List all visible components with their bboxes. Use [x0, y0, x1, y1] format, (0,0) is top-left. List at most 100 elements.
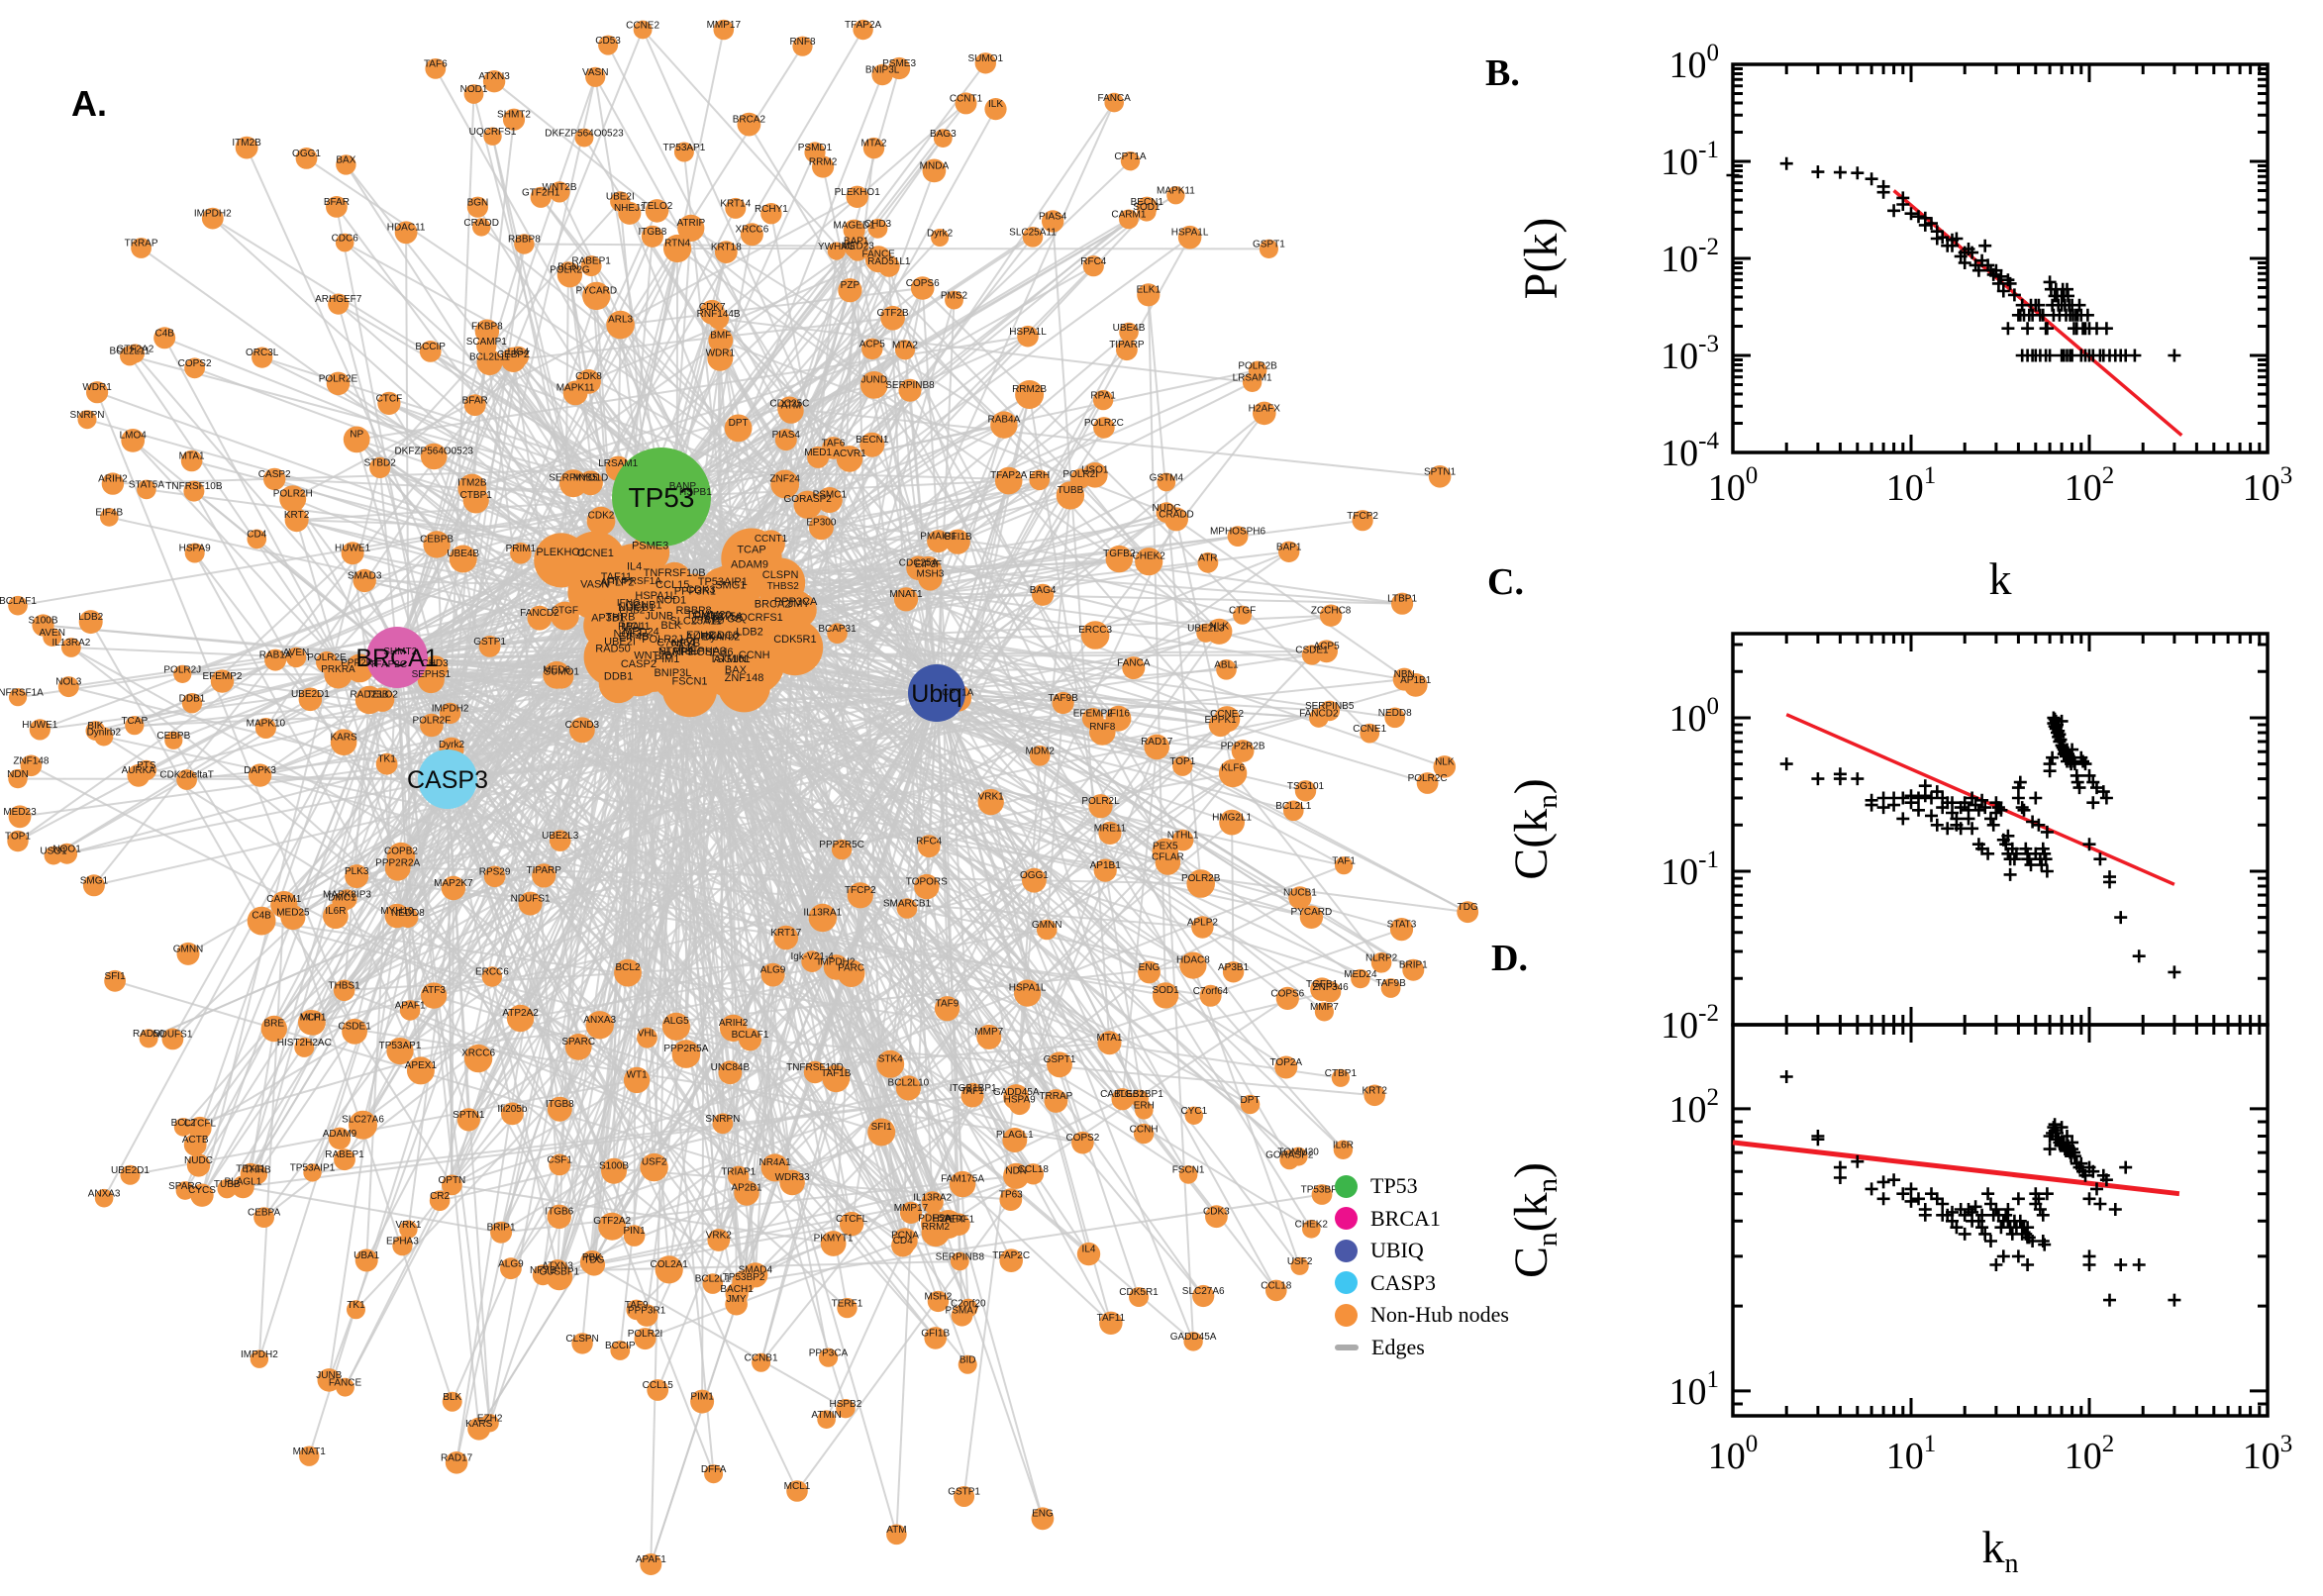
svg-text:TAF6: TAF6 [424, 59, 448, 70]
svg-text:CD53: CD53 [595, 36, 621, 47]
svg-text:ELK1: ELK1 [1137, 285, 1162, 296]
svg-text:10-2: 10-2 [1661, 1000, 1719, 1047]
svg-text:SEPHS1: SEPHS1 [412, 669, 452, 680]
svg-text:BCL2L1: BCL2L1 [695, 1274, 732, 1285]
svg-text:PIM1: PIM1 [655, 653, 680, 665]
svg-text:POLR2E: POLR2E [307, 652, 347, 663]
svg-text:ATXN3: ATXN3 [478, 71, 510, 82]
svg-text:SMAD3: SMAD3 [348, 570, 382, 581]
svg-text:H2AFX: H2AFX [1249, 403, 1281, 414]
svg-text:FANCD2: FANCD2 [520, 608, 559, 619]
svg-text:OGG1: OGG1 [292, 149, 321, 159]
svg-text:POLR2C: POLR2C [1084, 418, 1124, 429]
svg-text:NDUFS1: NDUFS1 [511, 893, 551, 904]
svg-text:10-3: 10-3 [1661, 331, 1719, 377]
svg-text:100: 100 [1708, 462, 1759, 509]
svg-text:SLC25A11: SLC25A11 [669, 616, 721, 628]
svg-text:TSG101: TSG101 [1287, 781, 1325, 792]
svg-text:TFCP2: TFCP2 [845, 885, 876, 896]
svg-text:TNFRSF10D: TNFRSF10D [786, 1062, 844, 1073]
scatter-points [1726, 156, 2181, 362]
svg-text:PPP2R2A: PPP2R2A [375, 857, 420, 868]
svg-text:IMPDH2: IMPDH2 [818, 957, 856, 968]
svg-text:RRM2: RRM2 [809, 157, 838, 168]
svg-text:SLC27A6: SLC27A6 [342, 1115, 384, 1126]
svg-text:CEBPA: CEBPA [248, 1208, 280, 1219]
svg-text:CRADD: CRADD [463, 218, 499, 229]
svg-text:MMP17: MMP17 [707, 20, 742, 31]
svg-text:CDC6: CDC6 [332, 233, 359, 244]
svg-text:UQCRFS1: UQCRFS1 [731, 612, 783, 624]
svg-text:NR4A1: NR4A1 [758, 1157, 791, 1168]
svg-text:WDR1: WDR1 [706, 349, 736, 359]
svg-text:TCAP: TCAP [121, 716, 148, 727]
svg-text:BCLAF1: BCLAF1 [0, 596, 37, 607]
svg-text:NTHL1: NTHL1 [1167, 831, 1199, 842]
svg-text:CTBP2: CTBP2 [691, 615, 724, 626]
svg-text:BLK: BLK [660, 620, 681, 632]
svg-text:MNAT1: MNAT1 [293, 1446, 327, 1457]
svg-text:CDK8: CDK8 [575, 371, 602, 382]
svg-text:101: 101 [1886, 1431, 1937, 1477]
svg-text:S100B: S100B [599, 1161, 629, 1172]
svg-text:BCL2L11: BCL2L11 [469, 352, 510, 363]
svg-text:PSME3: PSME3 [632, 540, 668, 551]
svg-text:HMG2L1: HMG2L1 [1212, 812, 1252, 823]
svg-text:RFC4: RFC4 [1080, 256, 1107, 267]
svg-text:BRIP1: BRIP1 [1399, 960, 1428, 971]
svg-text:TNFRSF1A: TNFRSF1A [610, 576, 661, 587]
svg-text:UNC84B: UNC84B [711, 1062, 751, 1073]
svg-text:BFAR: BFAR [324, 197, 350, 208]
svg-text:BAG4: BAG4 [1030, 585, 1057, 596]
svg-text:NLRP2: NLRP2 [658, 646, 693, 657]
svg-text:CCL15: CCL15 [643, 1380, 674, 1391]
svg-text:RPA1: RPA1 [1090, 390, 1116, 401]
svg-text:RABEP1: RABEP1 [325, 1149, 364, 1160]
svg-text:CTBP1: CTBP1 [460, 490, 493, 501]
svg-text:UBE2D1: UBE2D1 [291, 689, 330, 700]
svg-text:RAB1A: RAB1A [259, 650, 292, 661]
svg-text:PPP2R4: PPP2R4 [341, 657, 379, 668]
svg-text:TFAP2C: TFAP2C [369, 659, 407, 670]
svg-text:TOP1: TOP1 [1169, 756, 1195, 767]
hub-label-Ubiq: Ubiq [911, 680, 961, 708]
svg-text:FANCA: FANCA [1098, 93, 1132, 104]
svg-text:IL6R: IL6R [1333, 1141, 1354, 1151]
svg-text:BID: BID [960, 1355, 976, 1366]
svg-text:ITM2B: ITM2B [457, 477, 487, 488]
svg-text:SPTN1: SPTN1 [1424, 466, 1457, 477]
svg-text:GORASP2: GORASP2 [784, 494, 833, 505]
svg-text:APLP2: APLP2 [600, 576, 634, 588]
svg-text:ALG9: ALG9 [498, 1258, 524, 1269]
svg-text:DKFZP564O0523: DKFZP564O0523 [394, 447, 473, 457]
svg-text:TFCP2: TFCP2 [1347, 511, 1378, 522]
svg-text:BNIP3L: BNIP3L [865, 65, 900, 76]
svg-text:SPTN1: SPTN1 [453, 1110, 485, 1121]
legend-label: UBIQ [1370, 1238, 1424, 1263]
svg-text:FANCE: FANCE [329, 1378, 362, 1389]
svg-text:TRIAP1: TRIAP1 [721, 1166, 756, 1177]
svg-text:SMG1: SMG1 [80, 875, 109, 886]
svg-text:VASN: VASN [582, 67, 609, 78]
svg-text:BAP1: BAP1 [1276, 542, 1302, 552]
hub-label-TP53: TP53 [629, 482, 695, 513]
svg-text:CHEK2: CHEK2 [1295, 1220, 1329, 1231]
svg-text:CABLES2: CABLES2 [1100, 1089, 1145, 1100]
svg-text:PCNA: PCNA [891, 1231, 919, 1242]
svg-text:TP53BP2: TP53BP2 [1301, 1185, 1344, 1196]
svg-text:MDM2: MDM2 [1025, 746, 1055, 756]
svg-text:TP63: TP63 [999, 1190, 1023, 1201]
svg-text:BRE: BRE [264, 1019, 285, 1030]
svg-text:VASN: VASN [580, 578, 609, 590]
svg-text:PRIM1: PRIM1 [506, 544, 537, 554]
svg-text:TK1: TK1 [377, 754, 396, 765]
svg-text:HSPA1L: HSPA1L [1009, 327, 1047, 338]
svg-text:AP3B1: AP3B1 [591, 613, 625, 625]
svg-text:DPT: DPT [729, 418, 749, 429]
svg-text:FAM175A: FAM175A [941, 1174, 984, 1185]
svg-text:EZH2: EZH2 [477, 1414, 503, 1425]
svg-text:COPS6: COPS6 [1270, 988, 1304, 999]
svg-text:PPP3R1: PPP3R1 [674, 585, 716, 597]
svg-text:EPPK1: EPPK1 [1204, 715, 1237, 726]
svg-text:AP3B1: AP3B1 [1218, 962, 1250, 973]
